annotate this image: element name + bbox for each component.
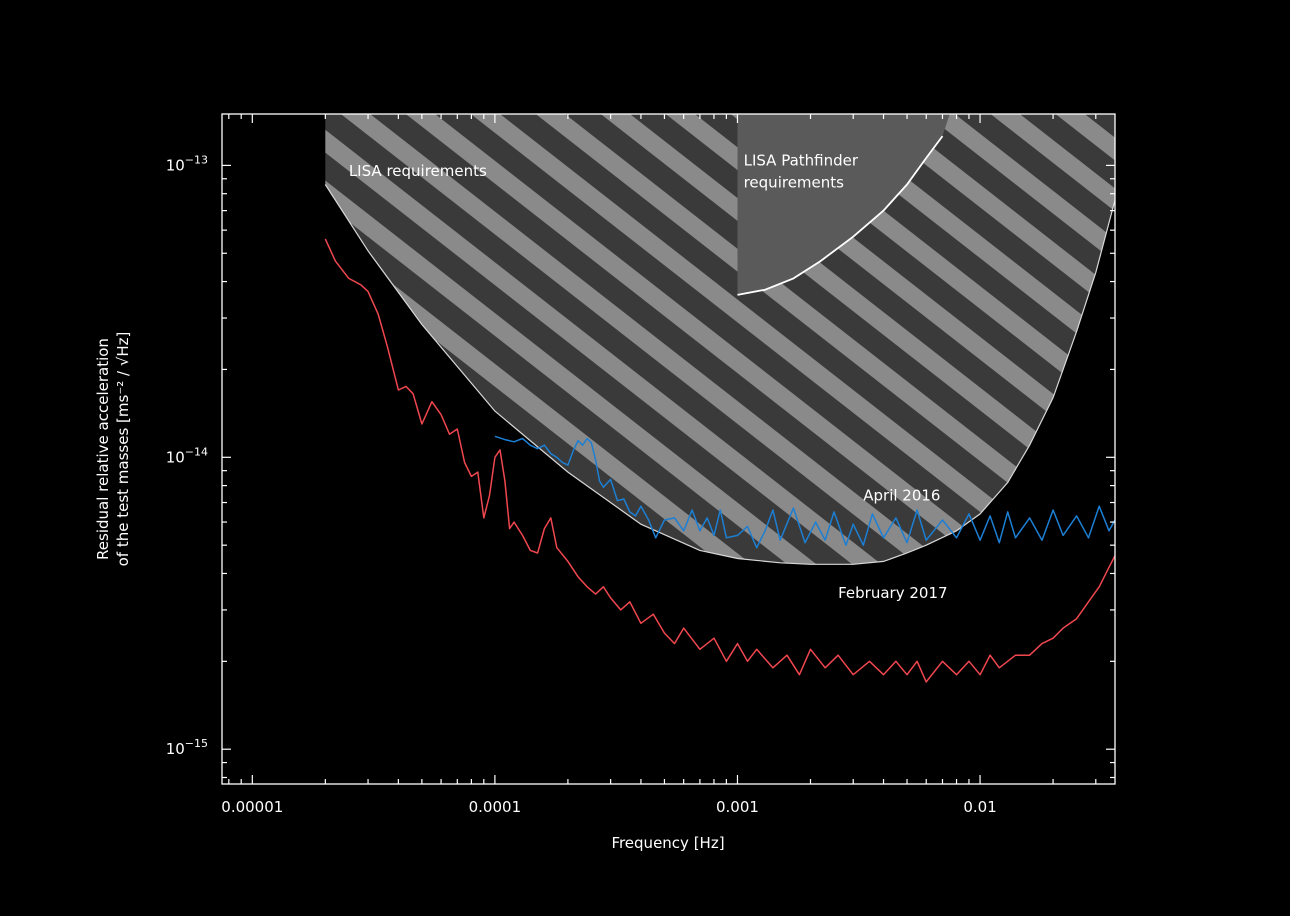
x-tick-label: 0.01 bbox=[963, 798, 996, 816]
series-label-april-2016: April 2016 bbox=[863, 487, 940, 505]
y-axis-label-line2: of the test masses [ms⁻² / √Hz] bbox=[114, 332, 132, 567]
ticks-layer bbox=[222, 114, 1115, 784]
y-tick-label: 10−14 bbox=[166, 445, 208, 466]
region-label-lisa-requirements: LISA requirements bbox=[349, 162, 487, 180]
series-line-april-2016 bbox=[494, 435, 1115, 549]
y-tick-label: 10−15 bbox=[166, 737, 208, 758]
x-tick-label: 0.001 bbox=[716, 798, 759, 816]
region-lisa-pathfinder-requirements bbox=[737, 114, 950, 295]
x-tick-label: 0.00001 bbox=[221, 798, 283, 816]
y-axis-label: Residual relative acceleration of the te… bbox=[94, 332, 132, 567]
region-boundary-lisa-pathfinder-requirements bbox=[737, 135, 944, 296]
region-boundary-lisa-requirements bbox=[324, 184, 1115, 565]
plot-border bbox=[221, 113, 1116, 785]
regions-layer bbox=[324, 114, 1115, 565]
series-label-february-2017: February 2017 bbox=[838, 584, 947, 602]
x-axis-label: Frequency [Hz] bbox=[611, 834, 724, 852]
y-axis-label-line1: Residual relative acceleration bbox=[94, 338, 112, 560]
series-line-february-2017 bbox=[324, 238, 1115, 683]
series-layer bbox=[324, 238, 1115, 683]
region-label-lisa-pathfinder-requirements: LISA Pathfinder requirements bbox=[744, 151, 859, 191]
x-tick-label: 0.0001 bbox=[469, 798, 522, 816]
region-lisa-requirements bbox=[325, 114, 1115, 565]
y-tick-label: 10−13 bbox=[166, 153, 208, 174]
labels-layer: LISA requirements LISA Pathfinder requirem… bbox=[166, 151, 997, 816]
